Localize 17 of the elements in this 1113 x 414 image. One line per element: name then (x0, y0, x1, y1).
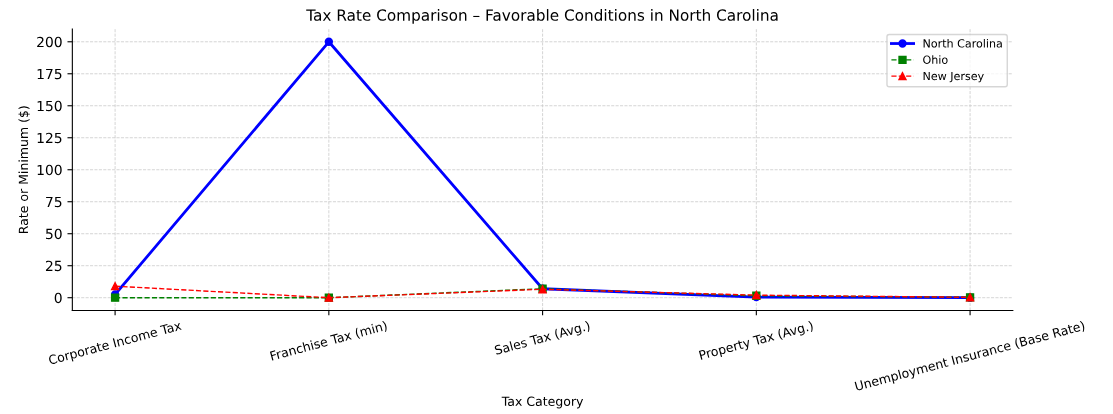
y-tick-label: 150 (37, 100, 62, 112)
y-tick-label: 50 (46, 228, 62, 240)
x-axis-title: Tax Category (501, 396, 584, 409)
x-tick-label: Sales Tax (Avg.) (494, 320, 591, 358)
y-tick-label: 125 (37, 132, 62, 144)
y-tick-label: 25 (45, 260, 62, 272)
chart-title: Tax Rate Comparison – Favorable Conditions in North Carolina (306, 9, 778, 24)
legend-label: Ohio (923, 55, 948, 64)
y-tick-label: 175 (37, 68, 62, 80)
y-tick-label: 75 (46, 196, 62, 208)
legend-label: North Carolina (923, 38, 1002, 48)
legend-label: New Jersey (923, 71, 984, 83)
y-tick-label: 100 (37, 164, 62, 176)
y-tick-label: 0 (54, 292, 62, 304)
x-tick-label: Property Tax (Avg.) (698, 320, 815, 363)
y-axis-title: Rate or Minimum ($) (18, 106, 30, 234)
y-tick-label: 200 (37, 36, 62, 48)
